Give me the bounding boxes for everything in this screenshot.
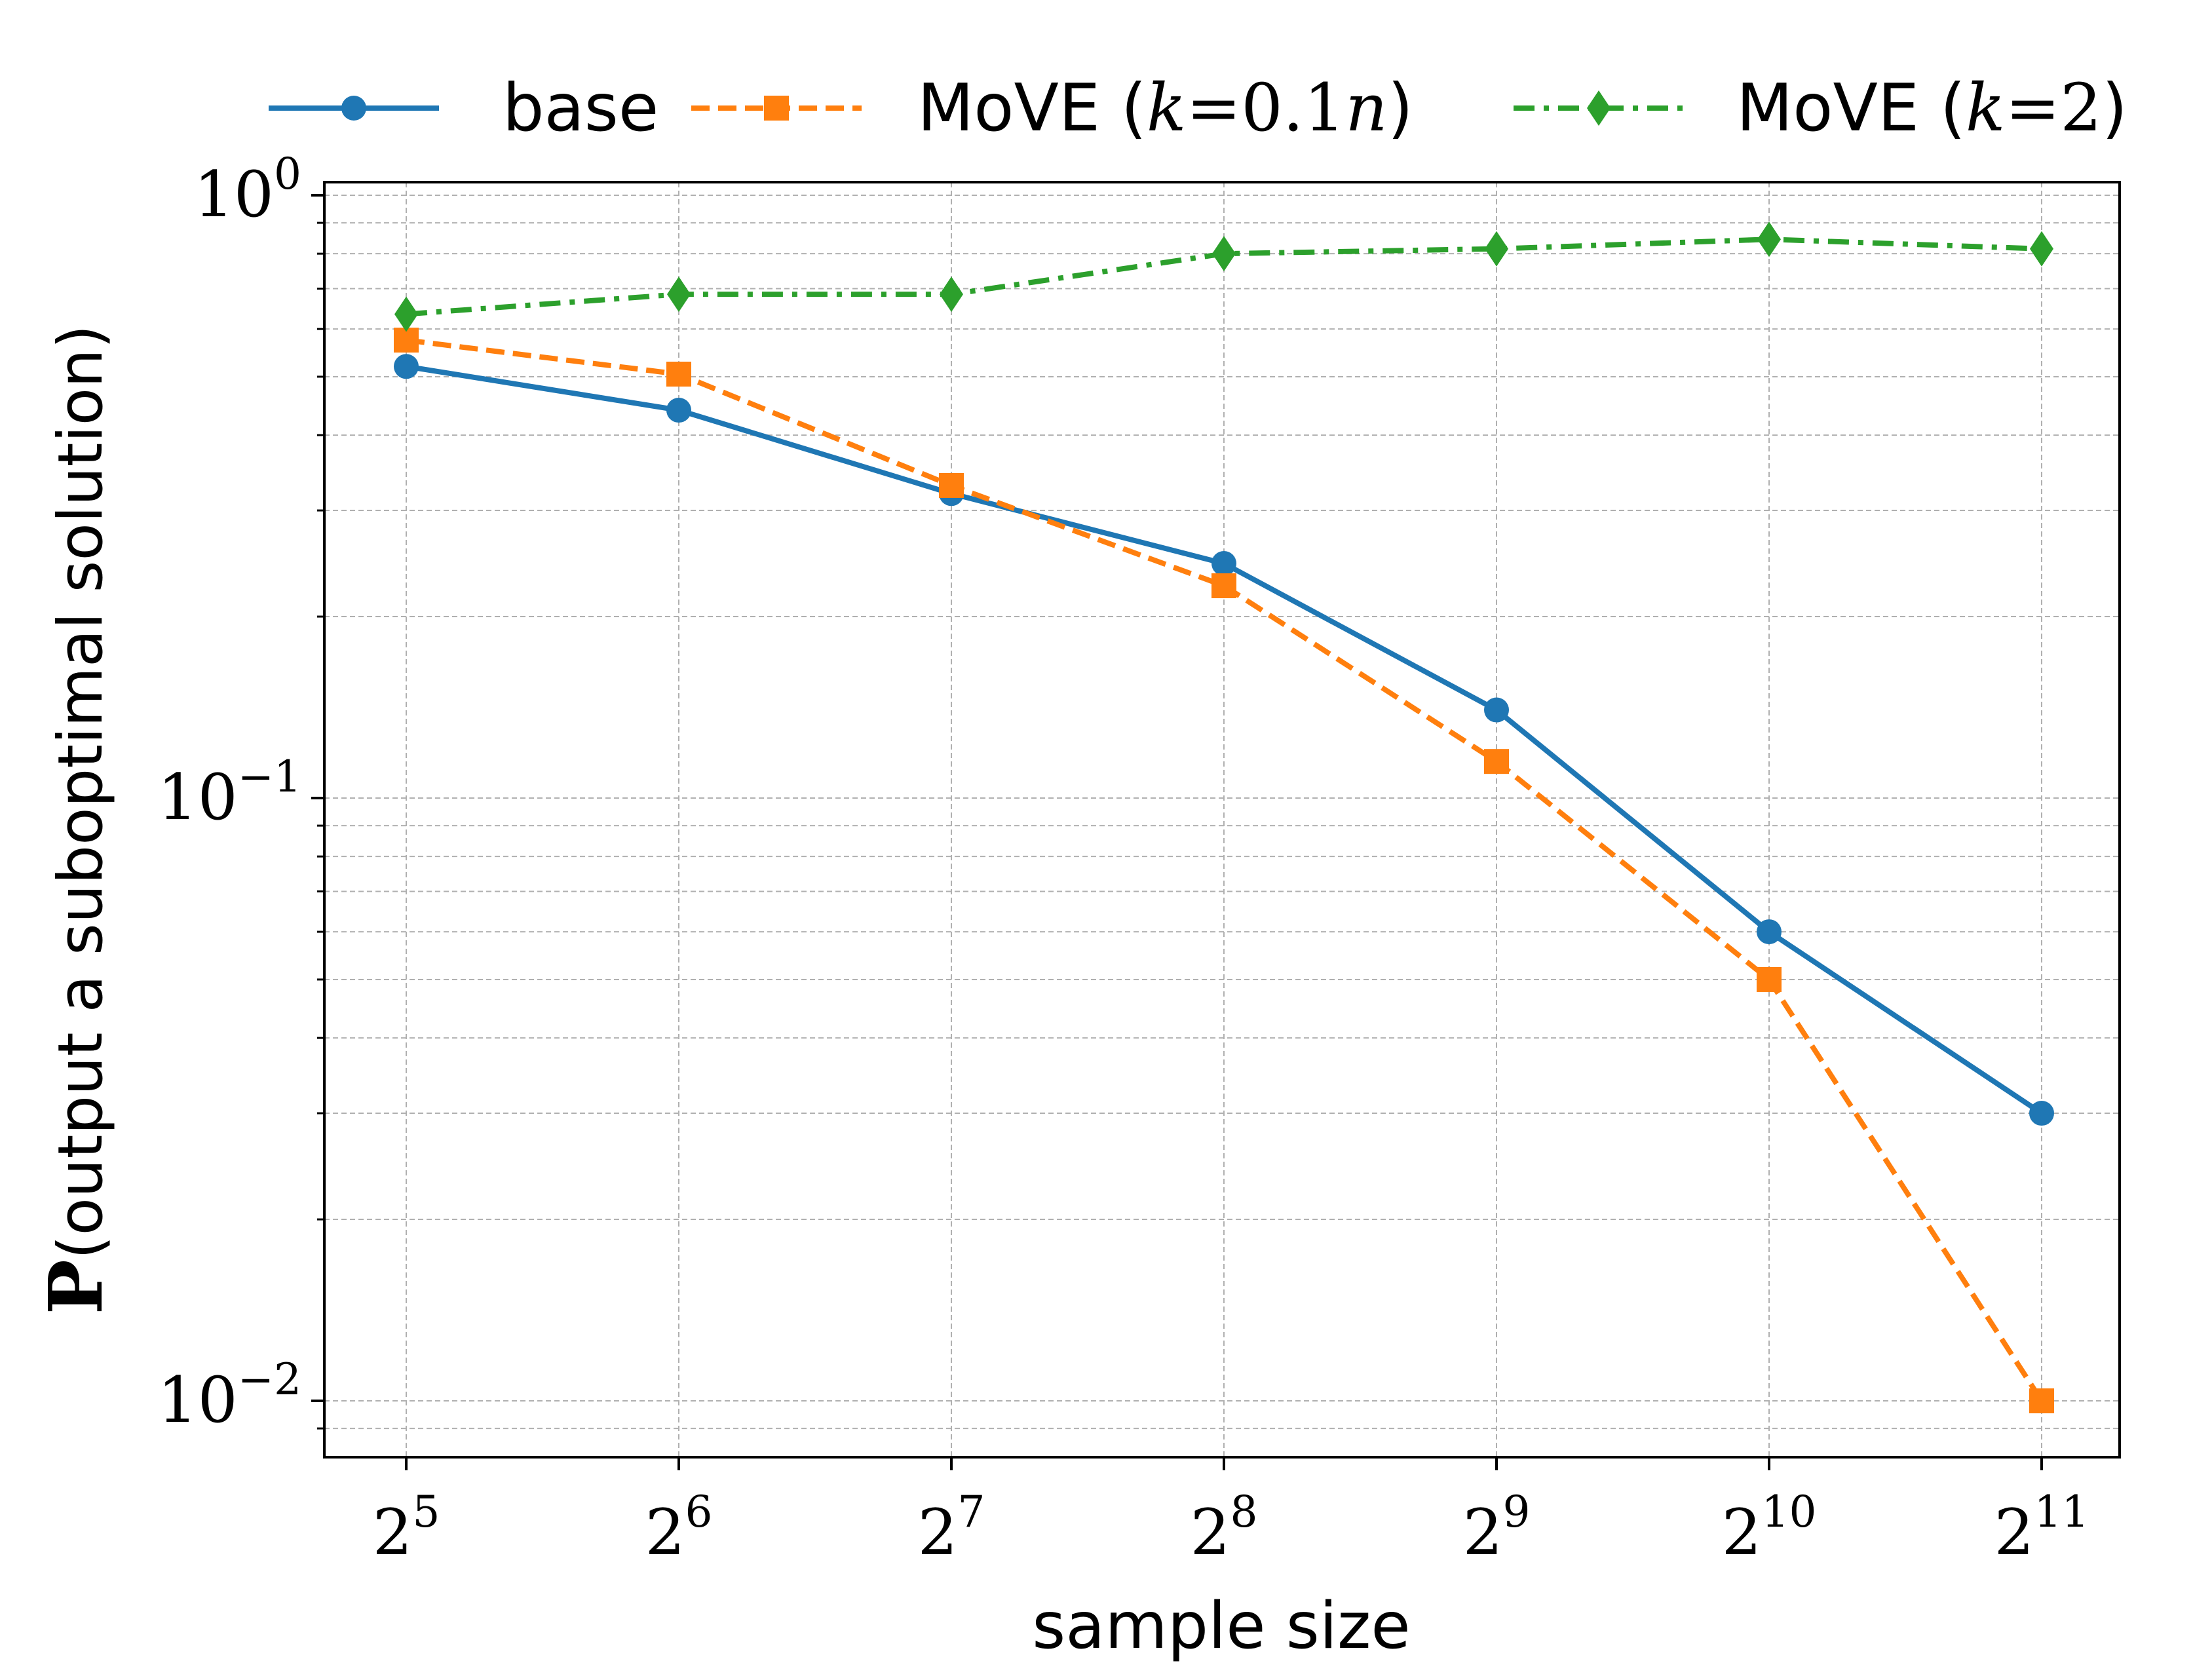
legend-marker [1587,90,1611,126]
grid [324,182,2120,1457]
legend-item-0: base [269,69,658,146]
x-tick-label: 29 [1462,1487,1530,1569]
data-point [940,276,963,313]
data-point [1757,221,1781,257]
legend: base MoVE (k=0.1n) MoVE (k=2) [269,69,2127,146]
legend-label: base [503,69,658,146]
data-point [1757,966,1782,992]
series-2 [394,221,2053,332]
data-point [394,354,419,379]
data-point [1484,749,1509,774]
y-tick-label: 10−2 [158,1354,301,1437]
x-tick-label: 25 [372,1487,440,1569]
series-1 [394,328,2054,1413]
legend-item-2: MoVE (k=2) [1514,69,2127,146]
data-point [667,276,691,313]
data-point [666,398,691,423]
legend-label: MoVE (k=2) [1736,69,2127,146]
y-axis-label-text: (output a suboptimal solution) [45,325,117,1260]
y-axis-label-prefix: P [33,1259,119,1314]
data-point [1484,697,1509,723]
x-tick-label: 27 [917,1487,985,1569]
legend-marker [764,96,789,121]
y-tick-label: 100 [194,149,301,231]
axes-frame [323,181,2121,1459]
series-layer [394,221,2054,1413]
x-tick-label: 26 [645,1487,712,1569]
data-point [394,296,418,332]
data-point [1485,231,1508,267]
svg-text:P(output a suboptimal solution: P(output a suboptimal solution) [33,325,119,1315]
data-point [2029,1101,2054,1126]
legend-label: MoVE (k=0.1n) [917,69,1413,146]
x-tick-label: 28 [1190,1487,1257,1569]
data-point [1212,236,1236,272]
data-point [1757,919,1782,945]
y-axis-label: P(output a suboptimal solution) [33,325,119,1315]
data-point [939,472,964,498]
x-tick-label: 210 [1721,1487,1816,1569]
y-tick-label: 10−1 [158,752,301,834]
legend-item-1: MoVE (k=0.1n) [691,69,1413,146]
ticks: 25 26 27 28 29 210 211 100 10−1 10−2 [158,149,2089,1569]
data-point [1211,573,1236,598]
x-axis-label: sample size [1032,1589,1410,1664]
data-point [2029,1388,2054,1413]
data-point [2030,231,2053,267]
data-point [1211,550,1236,576]
data-point [666,361,691,387]
legend-marker [341,96,366,121]
x-tick-label: 211 [1994,1487,2089,1569]
